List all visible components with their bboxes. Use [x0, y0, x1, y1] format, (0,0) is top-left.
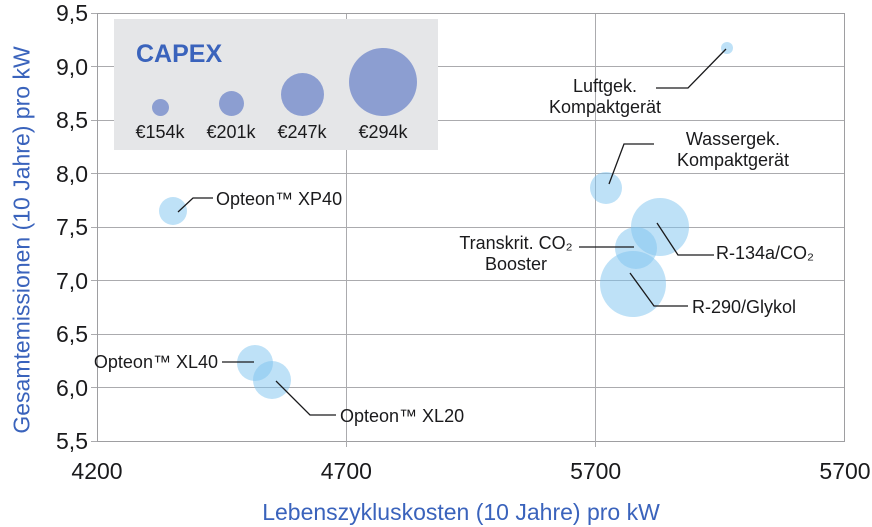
annotation-wassergek: Wassergek. Kompaktgerät [677, 129, 789, 171]
h-gridline [97, 280, 845, 281]
annotation-line: R-134a/CO₂ [716, 243, 815, 263]
leader-line-opteon-xp40 [177, 197, 213, 213]
h-gridline [97, 119, 845, 121]
capex-legend: CAPEX €154k €201k €247k €294k [114, 19, 438, 150]
y-tick-mark [91, 280, 97, 281]
x-tick-label: 5700 [819, 458, 871, 484]
y-tick-mark [91, 66, 97, 67]
y-tick-mark [91, 387, 97, 388]
annotation-line: Opteon™ XP40 [216, 189, 343, 209]
h-gridline [97, 333, 845, 335]
y-tick-label: 9,0 [56, 53, 88, 80]
v-gridline [345, 13, 347, 441]
annotation-line: R-290/Glykol [692, 297, 797, 317]
bubble-opteon-xl20 [253, 361, 292, 399]
annotation-line: Opteon™ XL40 [93, 352, 218, 372]
annotation-opteon-xl20: Opteon™ XL20 [340, 406, 464, 427]
h-gridline [97, 226, 845, 228]
annotation-transkrit-co2-booster: Transkrit. CO₂ Booster [459, 233, 572, 275]
legend-label-154k: €154k [135, 122, 185, 142]
leader-line-opteon-xl20 [275, 380, 336, 416]
y-tick-mark [91, 226, 97, 228]
legend-label-247k: €247k [277, 122, 327, 142]
leader-line-luftgek [656, 48, 727, 89]
leader-line-r290-glykol [629, 272, 688, 307]
annotation-r290-glykol: R-290/Glykol [692, 297, 796, 318]
x-tick-label: 4700 [320, 458, 372, 484]
y-tick-label: 7,0 [56, 267, 88, 294]
h-gridline [97, 66, 845, 67]
legend-title: CAPEX [136, 40, 223, 68]
y-tick-mark [91, 119, 97, 121]
annotation-line: Kompaktgerät [676, 150, 790, 170]
y-tick-label: 8,0 [56, 160, 88, 187]
annotation-luftgek: Luftgek. Kompaktgerät [549, 76, 661, 118]
h-gridline [97, 173, 845, 174]
h-gridline [97, 387, 845, 388]
bubble-wassergek [590, 172, 623, 205]
legend-bubble-154k [151, 99, 169, 116]
annotation-line: Opteon™ XL20 [340, 406, 465, 426]
x-tick-label: 4200 [71, 458, 123, 484]
y-tick-mark [91, 333, 97, 335]
y-tick-label: 6,5 [56, 321, 88, 347]
annotation-line: Booster [484, 254, 548, 274]
y-tick-label: 7,5 [56, 214, 88, 240]
v-gridline [595, 13, 597, 441]
y-tick-label: 9,5 [56, 0, 88, 26]
legend-label-201k: €201k [206, 122, 256, 142]
legend-bubble-294k [349, 48, 417, 116]
leader-line-wassergek [608, 143, 654, 185]
y-tick-label: 8,5 [56, 107, 88, 133]
y-tick-mark [91, 12, 97, 14]
annotation-line: Transkrit. CO₂ [459, 233, 573, 253]
annotation-opteon-xl40: Opteon™ XL40 [94, 352, 218, 373]
leader-line-r134a-co2 [656, 222, 714, 256]
annotation-line: Kompaktgerät [548, 97, 662, 117]
x-tick-mark [345, 441, 347, 447]
plot-area [97, 13, 845, 442]
y-tick-label: 5,5 [56, 428, 88, 454]
legend-bubble-201k [218, 91, 244, 116]
y-tick-mark [91, 173, 97, 174]
annotation-line: Luftgek. [572, 76, 638, 96]
x-axis-title: Lebenszykluskosten (10 Jahre) pro kW [262, 499, 660, 525]
x-tick-label: 5700 [570, 458, 622, 484]
annotation-r134a-co2: R-134a/CO₂ [716, 243, 814, 264]
bubble-opteon-xp40 [158, 196, 187, 225]
legend-label-294k: €294k [358, 122, 408, 142]
annotation-opteon-xp40: Opteon™ XP40 [216, 189, 342, 210]
x-tick-mark [595, 441, 597, 447]
annotation-line: Wassergek. [685, 129, 781, 149]
legend-bubble-247k [280, 73, 324, 116]
y-tick-label: 6,0 [56, 374, 88, 401]
y-tick-mark [91, 440, 97, 442]
